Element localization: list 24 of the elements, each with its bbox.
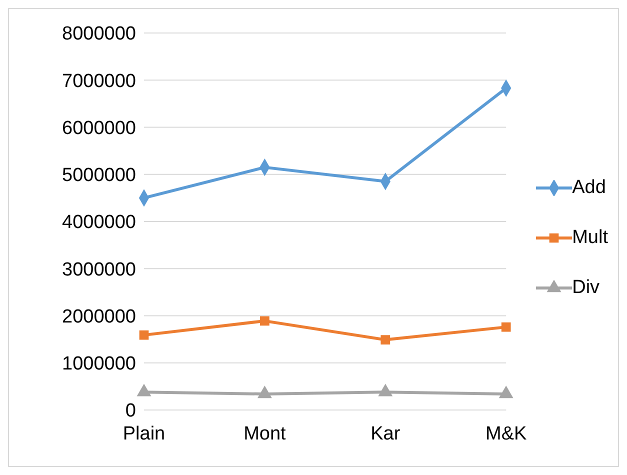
y-tick-label: 5000000 <box>62 165 136 186</box>
legend-label: Div <box>572 276 600 298</box>
point <box>501 322 511 332</box>
y-tick-label: 8000000 <box>62 24 136 45</box>
y-tick-label: 3000000 <box>62 259 136 280</box>
point <box>258 386 272 398</box>
point <box>260 316 270 326</box>
point <box>380 335 390 344</box>
y-tick-label: 6000000 <box>62 118 136 139</box>
y-tick-label: 2000000 <box>62 306 136 328</box>
y-tick-label: 1000000 <box>62 354 136 375</box>
legend-label: Mult <box>572 226 608 248</box>
point <box>139 330 149 340</box>
point <box>137 384 151 396</box>
x-tick-label: Kar <box>370 423 401 444</box>
legend-label: Add <box>572 176 606 198</box>
y-tick-label: 7000000 <box>62 70 136 92</box>
x-tick-label: Plain <box>122 423 166 444</box>
point <box>499 386 513 398</box>
point <box>378 384 392 396</box>
y-tick-label: 0 <box>125 400 136 422</box>
x-tick-label: Mont <box>244 423 287 444</box>
y-tick-label: 4000000 <box>62 212 136 234</box>
x-tick-label: M&K <box>486 423 527 444</box>
